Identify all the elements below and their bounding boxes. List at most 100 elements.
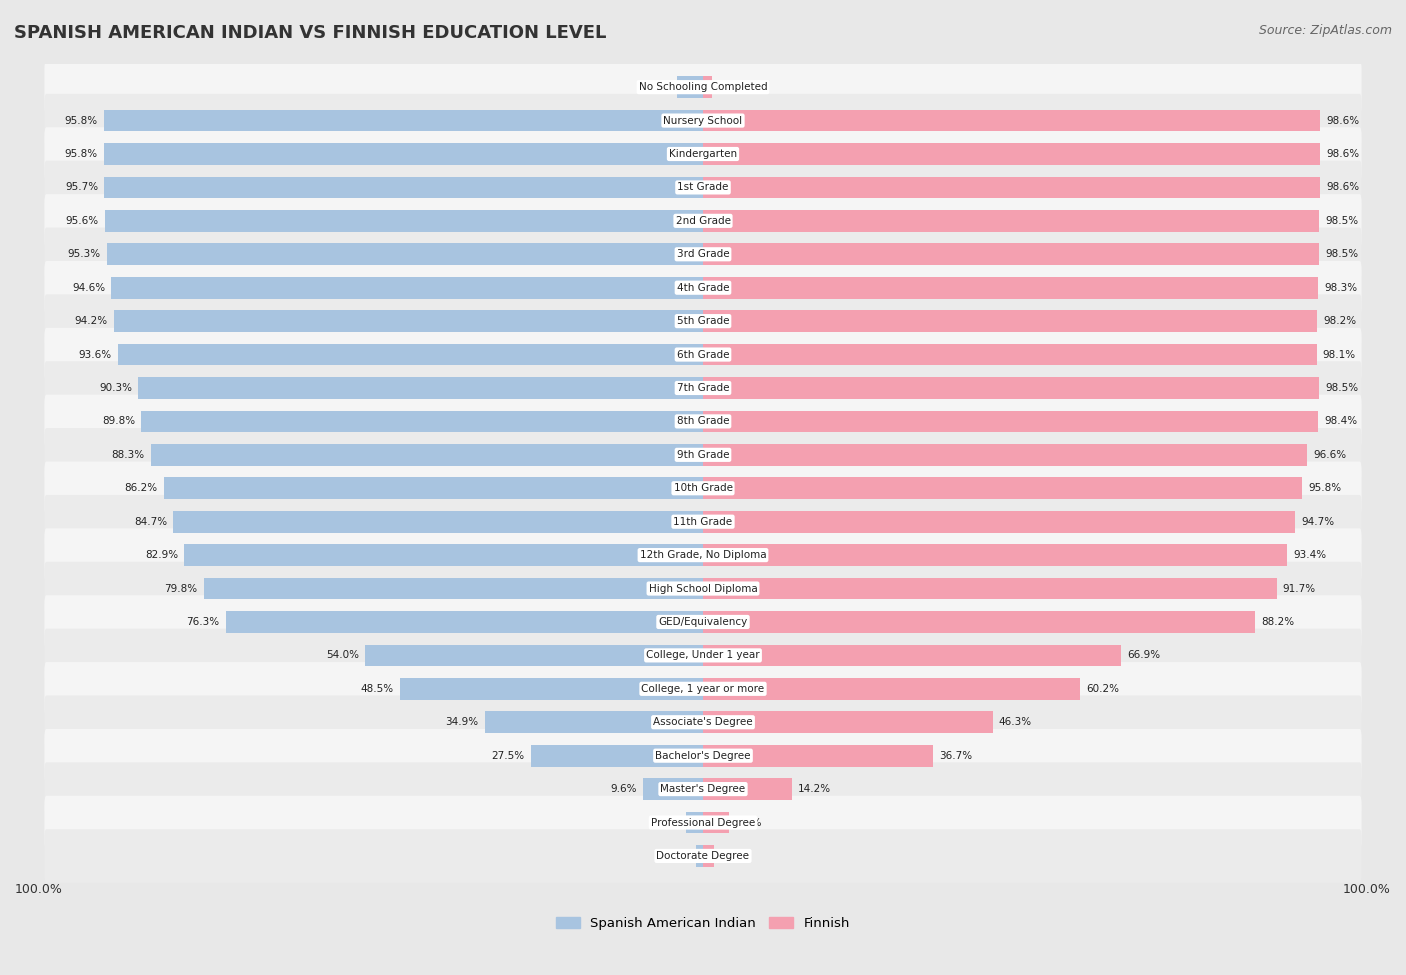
FancyBboxPatch shape bbox=[45, 829, 1361, 882]
Bar bbox=[485, 712, 703, 733]
Bar bbox=[104, 110, 703, 132]
Text: College, Under 1 year: College, Under 1 year bbox=[647, 650, 759, 660]
Text: 2.7%: 2.7% bbox=[654, 817, 681, 828]
Text: 76.3%: 76.3% bbox=[187, 617, 219, 627]
Bar bbox=[107, 244, 703, 265]
Bar bbox=[703, 143, 1320, 165]
FancyBboxPatch shape bbox=[45, 362, 1361, 414]
FancyBboxPatch shape bbox=[45, 261, 1361, 315]
Bar bbox=[703, 644, 1122, 666]
FancyBboxPatch shape bbox=[45, 595, 1361, 648]
Bar bbox=[703, 377, 1319, 399]
Text: 60.2%: 60.2% bbox=[1085, 683, 1119, 694]
FancyBboxPatch shape bbox=[45, 395, 1361, 448]
Text: 95.6%: 95.6% bbox=[66, 215, 98, 226]
FancyBboxPatch shape bbox=[45, 528, 1361, 582]
Text: 95.3%: 95.3% bbox=[67, 250, 101, 259]
Bar bbox=[142, 410, 703, 432]
Bar bbox=[703, 845, 714, 867]
Text: 9th Grade: 9th Grade bbox=[676, 449, 730, 460]
Text: High School Diploma: High School Diploma bbox=[648, 583, 758, 594]
Bar bbox=[703, 511, 1295, 532]
FancyBboxPatch shape bbox=[45, 428, 1361, 482]
Text: 98.6%: 98.6% bbox=[1326, 182, 1360, 192]
FancyBboxPatch shape bbox=[45, 328, 1361, 381]
Text: 94.6%: 94.6% bbox=[72, 283, 105, 292]
Bar bbox=[696, 845, 703, 867]
Bar bbox=[703, 277, 1317, 298]
Text: 6th Grade: 6th Grade bbox=[676, 350, 730, 360]
Bar bbox=[114, 310, 703, 332]
Text: 100.0%: 100.0% bbox=[1343, 883, 1391, 896]
Text: 36.7%: 36.7% bbox=[939, 751, 972, 760]
Bar bbox=[703, 410, 1319, 432]
Text: Source: ZipAtlas.com: Source: ZipAtlas.com bbox=[1258, 24, 1392, 37]
Text: 95.8%: 95.8% bbox=[1309, 484, 1341, 493]
Text: 79.8%: 79.8% bbox=[165, 583, 198, 594]
Text: 48.5%: 48.5% bbox=[360, 683, 394, 694]
Text: 88.2%: 88.2% bbox=[1261, 617, 1294, 627]
Bar bbox=[703, 210, 1319, 232]
FancyBboxPatch shape bbox=[45, 227, 1361, 281]
Text: 1.1%: 1.1% bbox=[664, 851, 690, 861]
Text: 98.4%: 98.4% bbox=[1324, 416, 1358, 426]
Text: 2nd Grade: 2nd Grade bbox=[675, 215, 731, 226]
Text: 1.8%: 1.8% bbox=[720, 851, 747, 861]
Text: 98.1%: 98.1% bbox=[1323, 350, 1355, 360]
Text: 98.5%: 98.5% bbox=[1326, 250, 1358, 259]
Text: 98.6%: 98.6% bbox=[1326, 149, 1360, 159]
Text: 82.9%: 82.9% bbox=[145, 550, 179, 560]
Text: 27.5%: 27.5% bbox=[492, 751, 524, 760]
Text: 93.4%: 93.4% bbox=[1294, 550, 1326, 560]
Text: 96.6%: 96.6% bbox=[1313, 449, 1347, 460]
Text: 11th Grade: 11th Grade bbox=[673, 517, 733, 526]
Text: 5th Grade: 5th Grade bbox=[676, 316, 730, 326]
Bar bbox=[165, 478, 703, 499]
Text: 98.5%: 98.5% bbox=[1326, 383, 1358, 393]
Bar bbox=[173, 511, 703, 532]
Bar bbox=[111, 277, 703, 298]
Text: 98.6%: 98.6% bbox=[1326, 116, 1360, 126]
Text: 89.8%: 89.8% bbox=[103, 416, 135, 426]
Text: 12th Grade, No Diploma: 12th Grade, No Diploma bbox=[640, 550, 766, 560]
Text: 94.7%: 94.7% bbox=[1302, 517, 1334, 526]
Bar bbox=[105, 210, 703, 232]
Text: 95.7%: 95.7% bbox=[65, 182, 98, 192]
FancyBboxPatch shape bbox=[45, 695, 1361, 749]
Bar bbox=[703, 76, 713, 98]
Text: 8th Grade: 8th Grade bbox=[676, 416, 730, 426]
Text: 34.9%: 34.9% bbox=[446, 718, 478, 727]
Text: 90.3%: 90.3% bbox=[98, 383, 132, 393]
Text: 66.9%: 66.9% bbox=[1128, 650, 1161, 660]
FancyBboxPatch shape bbox=[45, 729, 1361, 782]
Text: No Schooling Completed: No Schooling Completed bbox=[638, 82, 768, 93]
Bar bbox=[703, 310, 1317, 332]
Bar bbox=[703, 176, 1320, 198]
FancyBboxPatch shape bbox=[45, 294, 1361, 348]
Bar bbox=[703, 778, 792, 800]
Text: Nursery School: Nursery School bbox=[664, 116, 742, 126]
Text: College, 1 year or more: College, 1 year or more bbox=[641, 683, 765, 694]
Bar bbox=[399, 678, 703, 700]
Text: 98.2%: 98.2% bbox=[1323, 316, 1357, 326]
Text: Bachelor's Degree: Bachelor's Degree bbox=[655, 751, 751, 760]
Legend: Spanish American Indian, Finnish: Spanish American Indian, Finnish bbox=[551, 912, 855, 935]
Bar bbox=[184, 544, 703, 566]
Text: Doctorate Degree: Doctorate Degree bbox=[657, 851, 749, 861]
Text: 4th Grade: 4th Grade bbox=[676, 283, 730, 292]
FancyBboxPatch shape bbox=[45, 562, 1361, 615]
Bar bbox=[703, 444, 1308, 466]
Text: 93.6%: 93.6% bbox=[79, 350, 111, 360]
Text: 1st Grade: 1st Grade bbox=[678, 182, 728, 192]
FancyBboxPatch shape bbox=[45, 662, 1361, 716]
Bar bbox=[703, 244, 1319, 265]
FancyBboxPatch shape bbox=[45, 60, 1361, 114]
Bar bbox=[531, 745, 703, 766]
Text: SPANISH AMERICAN INDIAN VS FINNISH EDUCATION LEVEL: SPANISH AMERICAN INDIAN VS FINNISH EDUCA… bbox=[14, 24, 606, 42]
Bar bbox=[703, 110, 1320, 132]
Bar bbox=[138, 377, 703, 399]
Text: 4.2%: 4.2% bbox=[644, 82, 671, 93]
Bar bbox=[104, 143, 703, 165]
Text: 84.7%: 84.7% bbox=[134, 517, 167, 526]
Bar bbox=[703, 577, 1277, 600]
